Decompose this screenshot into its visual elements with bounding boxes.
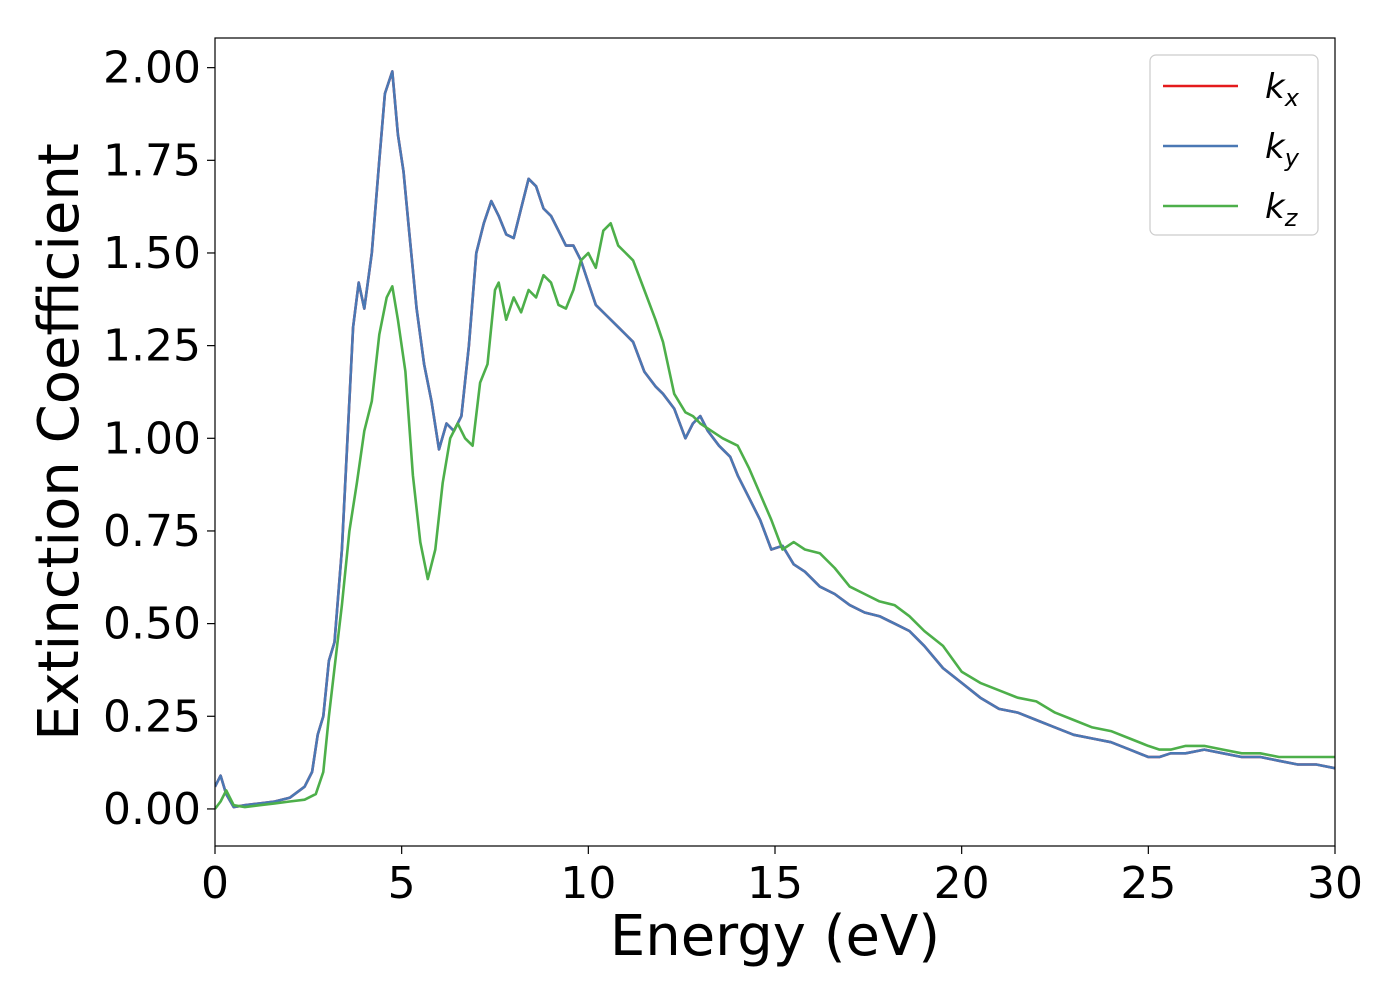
legend-label-x: kx bbox=[1265, 67, 1300, 112]
legend-label-y: ky bbox=[1265, 127, 1300, 172]
x-axis: 0 5 10 15 20 25 30 bbox=[201, 846, 1363, 909]
series-line-y bbox=[215, 70, 1335, 809]
series-line-z bbox=[215, 222, 1335, 810]
y-tick-label: 1.50 bbox=[103, 228, 201, 279]
y-tick-label: 1.00 bbox=[103, 413, 201, 464]
y-tick-label: 0.25 bbox=[103, 691, 201, 742]
x-tick-label: 15 bbox=[747, 858, 803, 909]
x-tick-label: 25 bbox=[1120, 858, 1176, 909]
y-tick-label: 1.75 bbox=[103, 135, 201, 186]
legend: kx ky kz bbox=[1149, 54, 1319, 236]
x-tick-label: 30 bbox=[1307, 858, 1363, 909]
x-axis-title: Energy (eV) bbox=[610, 904, 940, 969]
y-tick-label: 1.25 bbox=[103, 321, 201, 372]
x-tick-label: 0 bbox=[201, 858, 229, 909]
y-tick-label: 0.50 bbox=[103, 599, 201, 650]
y-axis-title: Extinction Coefficient bbox=[27, 143, 92, 741]
plot-background bbox=[215, 38, 1335, 846]
y-axis: 0.00 0.25 0.50 0.75 1.00 1.25 1.50 1.75 2.00 bbox=[103, 43, 215, 835]
series-layer bbox=[215, 70, 1335, 810]
legend-label-z: kz bbox=[1265, 187, 1299, 232]
x-tick-label: 5 bbox=[388, 858, 416, 909]
y-tick-label: 0.00 bbox=[103, 784, 201, 835]
y-tick-label: 2.00 bbox=[103, 43, 201, 94]
y-tick-label: 0.75 bbox=[103, 506, 201, 557]
x-tick-label: 20 bbox=[934, 858, 990, 909]
x-tick-label: 10 bbox=[560, 858, 616, 909]
